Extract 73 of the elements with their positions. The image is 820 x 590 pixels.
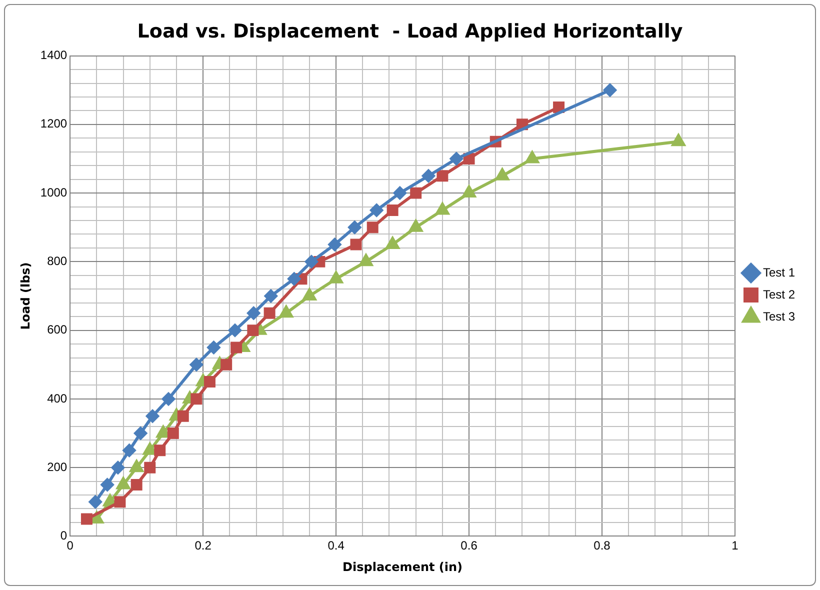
x-tick-label: 0.4 [328, 538, 345, 553]
point [190, 358, 203, 372]
point [207, 340, 220, 354]
point [463, 153, 475, 164]
point [422, 169, 435, 182]
y-tick-label: 1000 [40, 185, 68, 200]
y-tick-label: 1200 [40, 116, 68, 131]
point [328, 238, 342, 252]
point [80, 513, 92, 525]
point [496, 168, 509, 180]
point [130, 478, 142, 490]
point [350, 238, 362, 250]
point [348, 220, 362, 234]
point [603, 84, 616, 97]
point [204, 376, 216, 388]
point [370, 204, 384, 217]
point [100, 478, 114, 492]
point [88, 495, 102, 508]
point [220, 358, 232, 370]
point [672, 134, 686, 146]
x-tick-label: 0.2 [194, 538, 212, 553]
point [228, 324, 242, 337]
y-tick-label: 1400 [40, 48, 68, 62]
point [302, 288, 316, 300]
point [279, 306, 293, 318]
point [386, 204, 398, 216]
chart-title: Load vs. Displacement - Load Applied Horizontally [137, 20, 684, 42]
point [450, 152, 463, 166]
y-tick-label: 600 [47, 322, 68, 337]
point [111, 461, 124, 474]
point [162, 392, 175, 406]
point [230, 342, 242, 354]
point [130, 460, 144, 472]
point [329, 271, 343, 284]
point [462, 186, 476, 198]
x-axis-title: Displacement (in) [342, 560, 463, 574]
point [436, 170, 448, 182]
point [114, 496, 126, 508]
legend-label: Test 1 [762, 265, 796, 280]
point [359, 254, 373, 266]
point [146, 410, 160, 423]
point [288, 272, 301, 286]
y-tick-label: 400 [47, 391, 68, 406]
point [366, 222, 378, 234]
point [144, 462, 156, 474]
x-tick-label: 0.8 [594, 538, 611, 553]
point [264, 290, 278, 302]
point [436, 202, 450, 215]
point [116, 477, 130, 490]
point [264, 307, 276, 319]
point [154, 444, 166, 456]
point [386, 237, 400, 250]
point [167, 428, 179, 439]
point [177, 410, 189, 422]
point [525, 151, 539, 164]
legend-label: Test 3 [762, 309, 796, 324]
y-tick-label: 0 [60, 528, 68, 543]
point [393, 186, 406, 200]
y-axis-title: Load (lbs) [18, 262, 32, 330]
x-tick-label: 0.6 [460, 538, 478, 553]
legend-label: Test 2 [762, 287, 796, 302]
x-tick-label: 1 [732, 538, 739, 553]
point [304, 255, 318, 268]
point [247, 306, 260, 320]
point [134, 426, 148, 440]
point [553, 102, 565, 114]
y-tick-label: 800 [47, 254, 68, 268]
point [409, 220, 423, 232]
y-tick-label: 200 [47, 460, 68, 474]
point [190, 393, 202, 405]
point [122, 444, 136, 457]
point [410, 187, 422, 199]
point [247, 324, 259, 336]
